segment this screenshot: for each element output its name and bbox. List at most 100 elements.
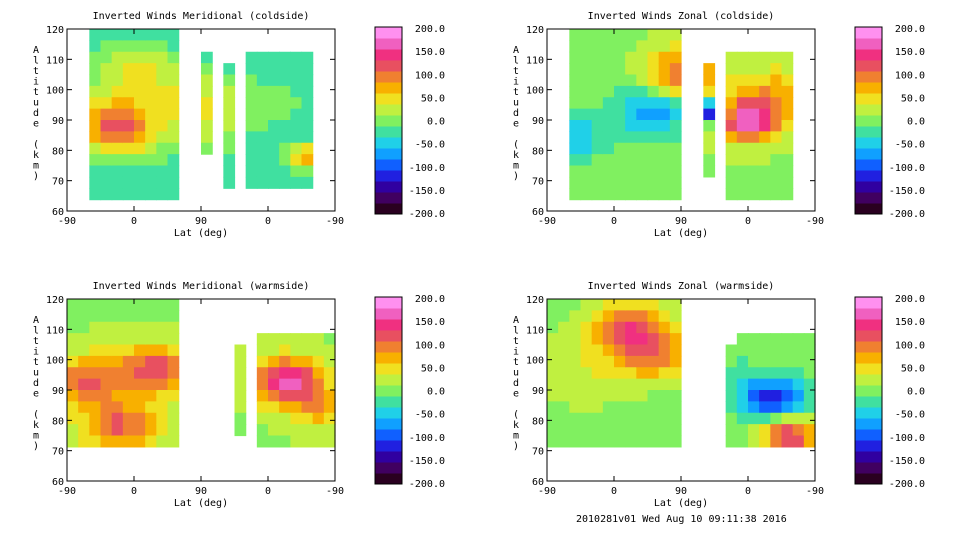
chart-meridional-warmside: Inverted Winds Meridional (warmside) 60 70… [33,281,445,509]
field-cell [781,74,794,87]
field-cell [201,63,213,76]
field-cell [100,131,113,144]
field-cell [167,344,180,357]
colorbar-segment [855,418,882,430]
field-cell [134,165,146,178]
field-cell [725,131,738,144]
field-cell [256,378,269,391]
field-cell [591,97,604,110]
field-cell [167,63,180,76]
field-cell [602,424,615,437]
field-cell [770,165,783,178]
field-cell [591,367,604,380]
field-cell [636,412,649,425]
field-cell [301,378,314,391]
field-cell [558,321,570,334]
field-cell [134,299,146,311]
field-cell [558,378,570,391]
colorbar-segment [375,159,402,171]
y-tick-label: 110 [526,55,544,66]
field-cell [725,424,738,437]
field-cell [245,165,258,178]
field-cell [100,355,113,368]
field-cell [256,63,269,76]
field-cell [647,108,660,121]
x-tick-label: -90 [806,486,824,497]
colorbar-segment [855,60,882,72]
field-cell [569,63,582,76]
field-cell [759,97,771,110]
field-cell [725,401,738,414]
field-cell [100,176,113,189]
field-cell [201,131,213,144]
field-cell [301,435,314,448]
field-cell [725,344,738,357]
field-cell [290,63,303,76]
field-cell [301,367,314,380]
field-cell [111,424,124,437]
colorbar: 200.0 150.0 100.0 50.0 0.0 -50.0 -100.0 -150.0 -… [374,24,445,220]
field-cell [770,74,783,87]
field-cell [647,176,660,189]
field-cell [736,378,749,391]
field-cell [658,97,671,110]
field-cell [770,176,783,189]
field-cell [759,188,771,201]
field-cell [67,378,79,391]
field-cell [614,367,626,380]
field-cell [167,85,180,98]
field-cell [669,51,682,64]
field-cell [290,85,303,98]
field-cell [323,435,336,448]
field-cell [658,299,671,311]
field-cell [134,142,146,155]
field-cell [290,108,303,121]
field-cell [569,176,582,189]
field-cell [290,412,303,425]
field-cell [759,85,771,98]
colorbar-segment [375,319,402,331]
colorbar-tick-label: -50.0 [415,140,445,151]
field-cell [201,97,213,110]
field-cell [725,435,738,448]
field-cell [625,344,637,357]
field-cell [647,344,660,357]
field-cell [111,367,124,380]
field-cell [122,176,135,189]
field-cell [658,108,671,121]
field-cell [614,142,626,155]
field-cell [636,390,649,402]
field-cell [234,390,247,402]
field-cell [647,85,660,98]
field-cell [323,344,336,357]
field-cell [279,63,291,76]
field-cell [100,310,113,323]
field-cell [569,401,582,414]
field-cell [602,378,615,391]
x-tick-label: -90 [326,486,344,497]
field-cell [100,142,113,155]
field-cell [100,299,113,311]
field-cell [156,40,169,53]
field-cell [156,333,169,346]
field-cell [625,97,637,110]
field-cell [134,29,146,41]
field-cell [201,85,213,98]
field-cell [301,154,314,167]
footer-timestamp: 2010281v01 Wed Aug 10 09:11:38 2016 [576,514,787,525]
x-tick-label: 0 [611,216,617,227]
field-cell [279,154,291,167]
field-cell [290,120,303,132]
colorbar-segment [855,137,882,149]
field-cell [602,120,615,132]
field-cell [748,97,760,110]
colorbar-segment [855,192,882,204]
field-cell [602,85,615,98]
field-cell [89,299,102,311]
field-cell [245,131,258,144]
field-cell [703,97,716,110]
field-cell [647,424,660,437]
field-cell [614,310,626,323]
field-cell [268,390,280,402]
